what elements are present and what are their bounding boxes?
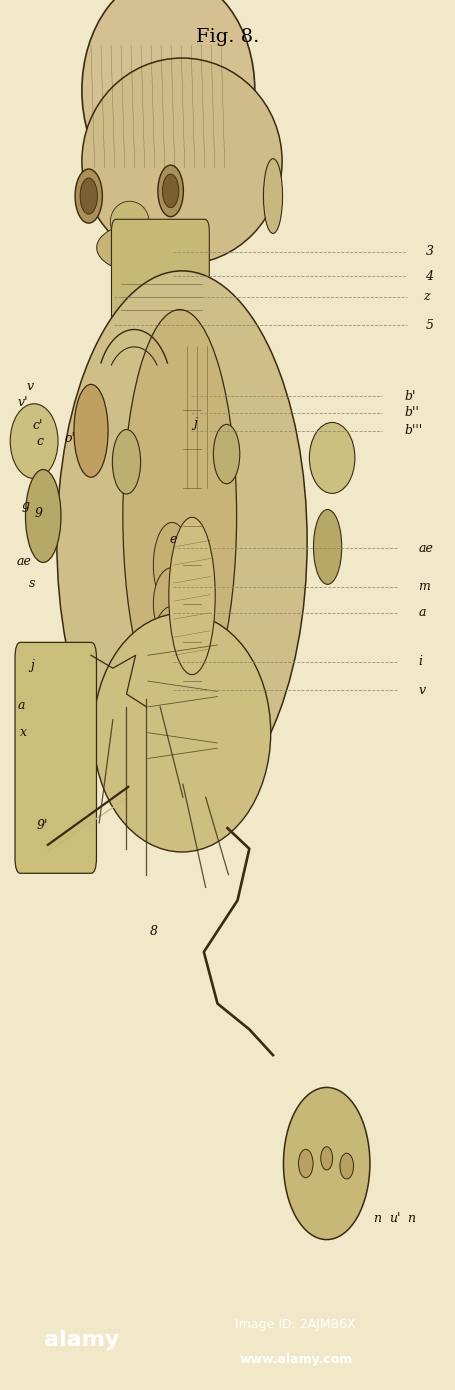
Ellipse shape	[10, 403, 58, 478]
Text: x: x	[20, 726, 27, 739]
Ellipse shape	[110, 202, 149, 242]
Ellipse shape	[263, 158, 283, 234]
Text: e: e	[169, 532, 177, 546]
Ellipse shape	[93, 613, 271, 852]
Text: n: n	[407, 1212, 415, 1226]
FancyBboxPatch shape	[15, 642, 96, 873]
Ellipse shape	[283, 1087, 370, 1240]
Text: 9: 9	[35, 507, 43, 520]
Ellipse shape	[75, 170, 102, 224]
Text: Fig. 8.: Fig. 8.	[196, 28, 259, 46]
Ellipse shape	[25, 470, 61, 563]
Ellipse shape	[82, 58, 282, 264]
Ellipse shape	[158, 165, 183, 217]
Ellipse shape	[96, 224, 186, 272]
Ellipse shape	[82, 0, 255, 206]
Ellipse shape	[57, 271, 307, 813]
Ellipse shape	[74, 385, 108, 477]
Ellipse shape	[153, 606, 191, 678]
Text: j: j	[30, 659, 34, 673]
Text: v': v'	[18, 396, 28, 409]
Ellipse shape	[340, 1154, 354, 1179]
Ellipse shape	[313, 510, 342, 584]
Text: j: j	[194, 417, 197, 430]
Text: a: a	[419, 606, 426, 619]
Text: ae: ae	[419, 542, 434, 555]
Text: o': o'	[64, 432, 75, 445]
Ellipse shape	[213, 424, 240, 484]
Text: alamy: alamy	[44, 1330, 120, 1350]
Ellipse shape	[80, 178, 97, 214]
Text: i: i	[419, 655, 423, 669]
Text: m: m	[419, 581, 430, 594]
Text: u': u'	[389, 1212, 400, 1226]
Text: 4: 4	[425, 270, 434, 282]
Text: b'': b''	[405, 406, 420, 420]
Ellipse shape	[153, 523, 191, 607]
FancyBboxPatch shape	[111, 220, 209, 332]
Text: b''': b'''	[405, 424, 423, 438]
Text: c: c	[36, 435, 43, 448]
Text: c': c'	[33, 420, 43, 432]
Text: 9': 9'	[36, 819, 48, 833]
Text: v: v	[419, 684, 426, 696]
Ellipse shape	[321, 1147, 333, 1170]
Ellipse shape	[153, 567, 191, 639]
Text: 5: 5	[425, 318, 434, 332]
Ellipse shape	[123, 310, 237, 723]
Text: b': b'	[405, 389, 416, 403]
Text: www.alamy.com: www.alamy.com	[239, 1354, 352, 1366]
Text: s: s	[29, 577, 35, 589]
Text: n: n	[373, 1212, 381, 1226]
Text: a: a	[18, 699, 25, 712]
Text: g: g	[21, 499, 30, 512]
Text: Image ID: 2AJMB6X: Image ID: 2AJMB6X	[235, 1319, 356, 1332]
Text: z: z	[423, 291, 430, 303]
Ellipse shape	[309, 423, 355, 493]
Ellipse shape	[112, 430, 141, 493]
Text: ae: ae	[17, 555, 32, 567]
Ellipse shape	[162, 174, 179, 207]
Text: v: v	[27, 381, 34, 393]
Ellipse shape	[169, 517, 215, 674]
Text: 8: 8	[150, 924, 158, 938]
Ellipse shape	[298, 1150, 313, 1177]
Text: 3: 3	[425, 245, 434, 259]
